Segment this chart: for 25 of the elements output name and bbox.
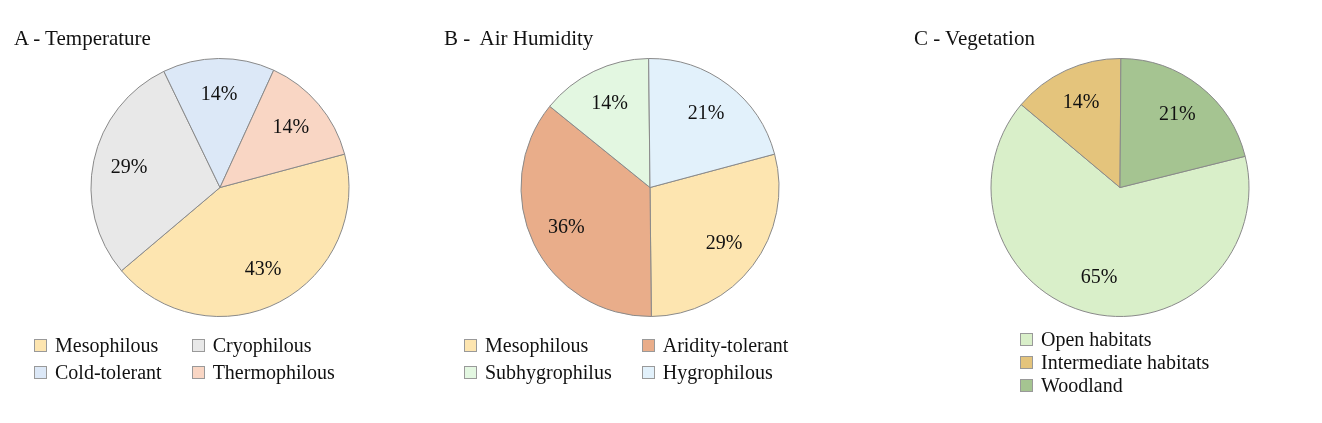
- legend-label: Thermophilous: [212, 361, 335, 384]
- legend-label: Open habitats: [1041, 328, 1152, 351]
- legend-label: Woodland: [1041, 374, 1123, 397]
- data-label: 43%: [244, 257, 282, 280]
- chart-title: B - Air Humidity: [444, 26, 594, 51]
- legend-label: Aridity-tolerant: [662, 334, 789, 357]
- chart-title: A - Temperature: [14, 26, 151, 51]
- legend-label: Mesophilous: [485, 334, 589, 357]
- data-label: 14%: [272, 114, 310, 137]
- data-label: 65%: [1080, 265, 1118, 288]
- legend-label: Mesophilous: [55, 334, 159, 357]
- chart-title: C - Vegetation: [914, 26, 1035, 51]
- data-label: 29%: [705, 230, 743, 253]
- data-label: 14%: [1062, 90, 1100, 113]
- data-label: 29%: [110, 155, 148, 178]
- legend-label: Cryophilous: [212, 334, 312, 357]
- legend-label: Cold-tolerant: [55, 361, 162, 384]
- data-label: 14%: [200, 81, 238, 104]
- legend-label: Subhygrophilus: [485, 361, 612, 384]
- legend-label: Intermediate habitats: [1041, 351, 1210, 374]
- data-label: 21%: [687, 100, 725, 123]
- data-label: 21%: [1159, 101, 1196, 124]
- data-label: 14%: [591, 91, 628, 114]
- data-label: 36%: [548, 215, 585, 238]
- legend-label: Hygrophilous: [662, 361, 773, 384]
